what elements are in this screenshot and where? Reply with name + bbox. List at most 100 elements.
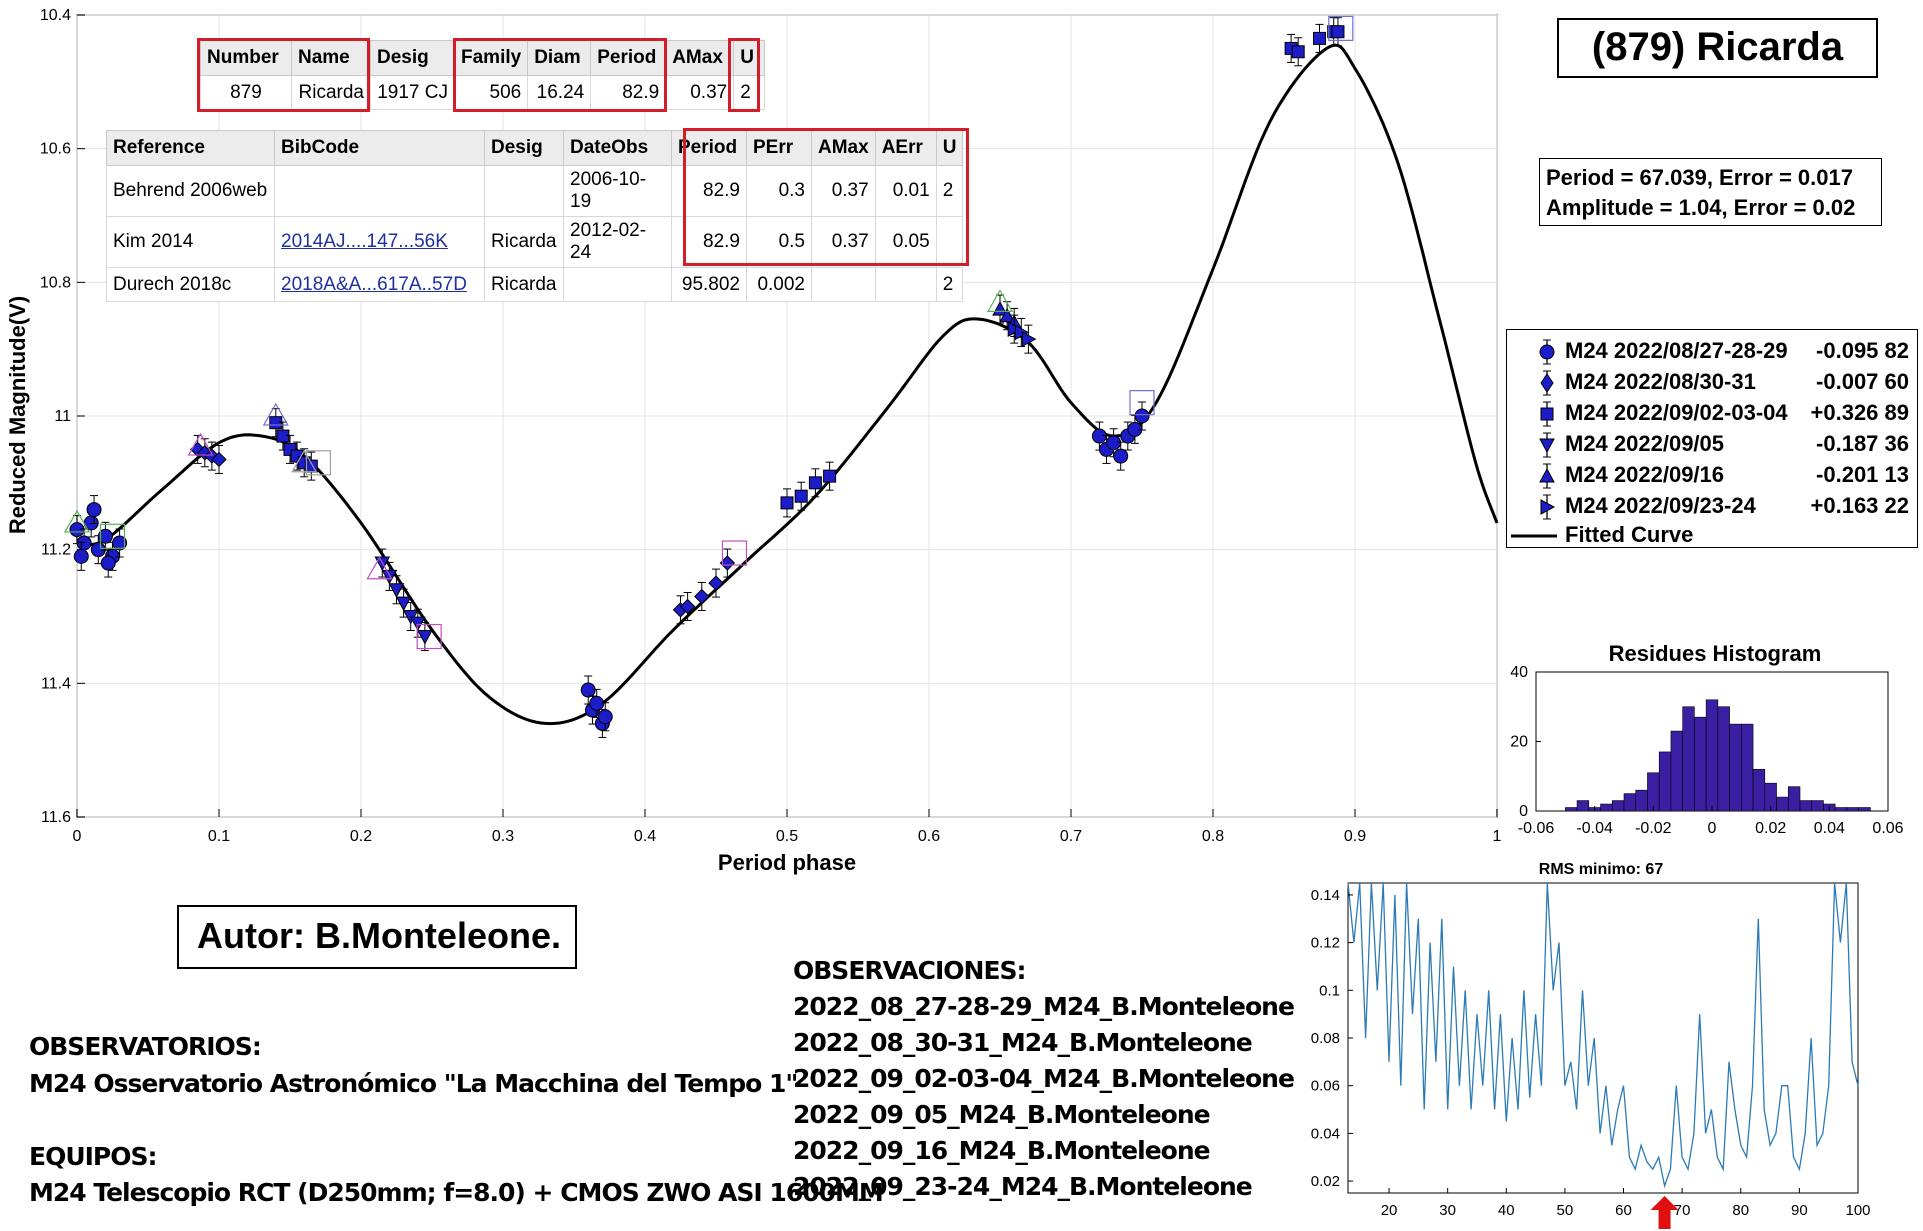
x-tick-label: -0.06 <box>1518 820 1555 837</box>
legend-label: M24 2022/08/27-28-29 <box>1565 338 1788 363</box>
data-point <box>1291 37 1305 67</box>
data-point <box>100 548 116 578</box>
legend-label: Fitted Curve <box>1565 522 1694 547</box>
triangle-down-marker <box>409 616 426 632</box>
asteroid-title: (879) Ricarda <box>1557 18 1878 78</box>
cell-reference: Durech 2018c <box>106 267 275 302</box>
data-point <box>409 608 426 638</box>
legend-value: -0.007 60 <box>1816 369 1909 394</box>
circle-marker <box>597 709 613 725</box>
y-tick-label: 0.1 <box>1319 982 1340 999</box>
cell-family: 506 <box>453 75 529 110</box>
x-tick-label: 70 <box>1674 1202 1691 1219</box>
histogram-bar <box>1635 789 1648 812</box>
legend-entry: Fitted Curve <box>1507 520 1917 550</box>
equipos-heading: EQUIPOS: <box>29 1142 158 1171</box>
triangle-right-marker <box>1007 321 1023 337</box>
square-marker <box>823 469 837 483</box>
cell-desig: 1917 CJ <box>370 75 455 110</box>
equipos-text: M24 Telescopio RCT (D250mm; f=8.0) + CMO… <box>29 1178 884 1207</box>
triangle-down-marker <box>388 583 405 598</box>
col-header-name: Name <box>291 40 371 76</box>
circle-marker <box>90 542 106 558</box>
outline-square-marker <box>1129 390 1155 416</box>
period-line: Period = 67.039, Error = 0.017 <box>1546 165 1853 190</box>
legend-label: M24 2022/09/23-24 <box>1565 493 1756 518</box>
x-tick-label: 0.1 <box>208 828 230 845</box>
highlight-box <box>683 128 969 266</box>
col-header-desig: Desig <box>370 40 455 76</box>
histogram-bar <box>1682 706 1695 812</box>
cell-number: 879 <box>200 75 292 110</box>
histogram-bar <box>1611 800 1625 812</box>
data-point <box>1106 428 1122 458</box>
y-tick-label: 11.6 <box>41 809 71 826</box>
outline-triangle-marker <box>187 432 214 456</box>
square-marker <box>269 416 283 430</box>
cell-perr: 0.3 <box>746 165 812 217</box>
col-header-period: Period <box>590 40 667 76</box>
cell-period: 82.9 <box>590 75 667 110</box>
cell-desig: Ricarda <box>484 216 564 268</box>
legend-value: -0.187 36 <box>1816 431 1909 456</box>
diamond-marker-icon <box>1540 370 1554 396</box>
observatorios-heading: OBSERVATORIOS: <box>29 1032 262 1061</box>
rms-plot: RMS minimo: 67 20 30 40 50 60 70 80 90 100 0.02 0.… <box>1311 861 1871 1229</box>
histogram-bar <box>1729 723 1742 812</box>
rms-minimum-arrow <box>1650 1196 1679 1229</box>
legend-label: M24 2022/09/05 <box>1565 431 1725 456</box>
data-point <box>823 461 837 491</box>
table-row: 879 Ricarda 1917 CJ 506 16.24 82.9 0.37 … <box>200 75 766 110</box>
histogram-bar <box>1787 786 1801 812</box>
x-tick-label: 0.9 <box>1344 828 1366 845</box>
histogram-bar <box>1811 800 1824 812</box>
cell-bibcode[interactable]: 2014AJ....147...56K <box>274 216 485 268</box>
x-tick-label: 0.4 <box>634 828 656 845</box>
data-point <box>1134 401 1150 431</box>
y-tick-label: 11.2 <box>41 542 71 559</box>
outline-square-marker <box>99 523 126 549</box>
x-tick-label: 40 <box>1498 1202 1515 1219</box>
histogram-bar <box>1623 793 1637 812</box>
circle-marker <box>1091 428 1107 444</box>
cell-amax <box>811 267 876 302</box>
ref-header-reference: Reference <box>106 130 275 166</box>
triangle-down-marker <box>417 630 433 645</box>
cell-reference: Kim 2014 <box>106 216 275 268</box>
ref-header-perr: PErr <box>746 130 812 166</box>
asteroid-table: Number Name Desig Family Diam Period AMa… <box>200 40 766 110</box>
cell-bibcode[interactable]: 2018A&A...617A..57D <box>274 267 485 302</box>
y-tick-label: 0.12 <box>1311 935 1340 952</box>
circle-marker-icon <box>1539 339 1555 365</box>
circle-marker <box>86 502 102 518</box>
rms-line <box>1347 882 1859 1189</box>
y-tick-label: 0.04 <box>1311 1125 1340 1142</box>
circle-marker <box>76 535 92 551</box>
cell-dateobs <box>563 267 672 302</box>
y-tick-label: 11.4 <box>41 675 71 692</box>
data-point <box>1007 314 1023 344</box>
cell-bibcode[interactable] <box>274 165 485 217</box>
fit-summary-box: Period = 67.039, Error = 0.017 Amplitude… <box>1539 158 1882 226</box>
square-marker <box>1331 25 1345 39</box>
cell-diam: 16.24 <box>527 75 592 110</box>
cell-amax: 0.37 <box>811 165 876 217</box>
histogram-title: Residues Histogram <box>1609 641 1822 666</box>
histogram-bar <box>1705 699 1719 812</box>
diamond-marker <box>708 575 724 591</box>
histogram-bar <box>1741 723 1754 812</box>
col-header-diam: Diam <box>527 40 592 76</box>
circle-marker <box>1106 435 1122 451</box>
y-tick-label: 0.08 <box>1311 1030 1340 1047</box>
legend-value: +0.163 22 <box>1810 493 1909 518</box>
y-tick-label: 10.4 <box>40 7 71 24</box>
curve-line-icon <box>1511 534 1557 538</box>
cell-u: 2 <box>935 267 964 302</box>
cell-perr: 0.5 <box>746 216 812 268</box>
circle-marker <box>97 528 113 544</box>
y-tick-label: 0.14 <box>1311 887 1340 904</box>
data-point <box>395 588 412 618</box>
col-header-number: Number <box>200 40 292 76</box>
cell-period: 95.802 <box>671 267 747 302</box>
x-tick-label: 0.5 <box>776 828 798 845</box>
